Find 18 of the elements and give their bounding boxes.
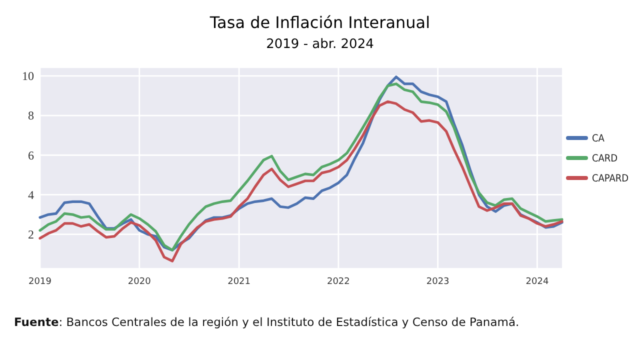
- chart-subtitle: 2019 - abr. 2024: [266, 37, 374, 52]
- x-tick-label: 2024: [526, 277, 549, 287]
- y-tick-label: 10: [22, 69, 34, 84]
- x-tick-label: 2023: [426, 277, 450, 287]
- x-tick-label: 2022: [326, 277, 350, 287]
- chart-title: Tasa de Inflación Interanual: [208, 13, 430, 32]
- legend-label: CARD: [592, 154, 618, 164]
- y-tick-label: 4: [28, 188, 34, 202]
- legend-label: CA: [592, 134, 606, 144]
- source-note: Fuente: Bancos Centrales de la región y el Instituto de Estadística y Censo de Panamá.: [14, 315, 520, 329]
- x-tick-label: 2020: [128, 277, 152, 287]
- y-tick-label: 8: [28, 108, 34, 123]
- y-tick-label: 6: [28, 148, 34, 162]
- legend-label: CAPARD: [592, 174, 629, 184]
- y-tick-label: 2: [28, 228, 34, 242]
- x-tick-label: 2019: [28, 277, 52, 287]
- line-series: [38, 100, 564, 262]
- x-tick-label: 2021: [228, 277, 251, 287]
